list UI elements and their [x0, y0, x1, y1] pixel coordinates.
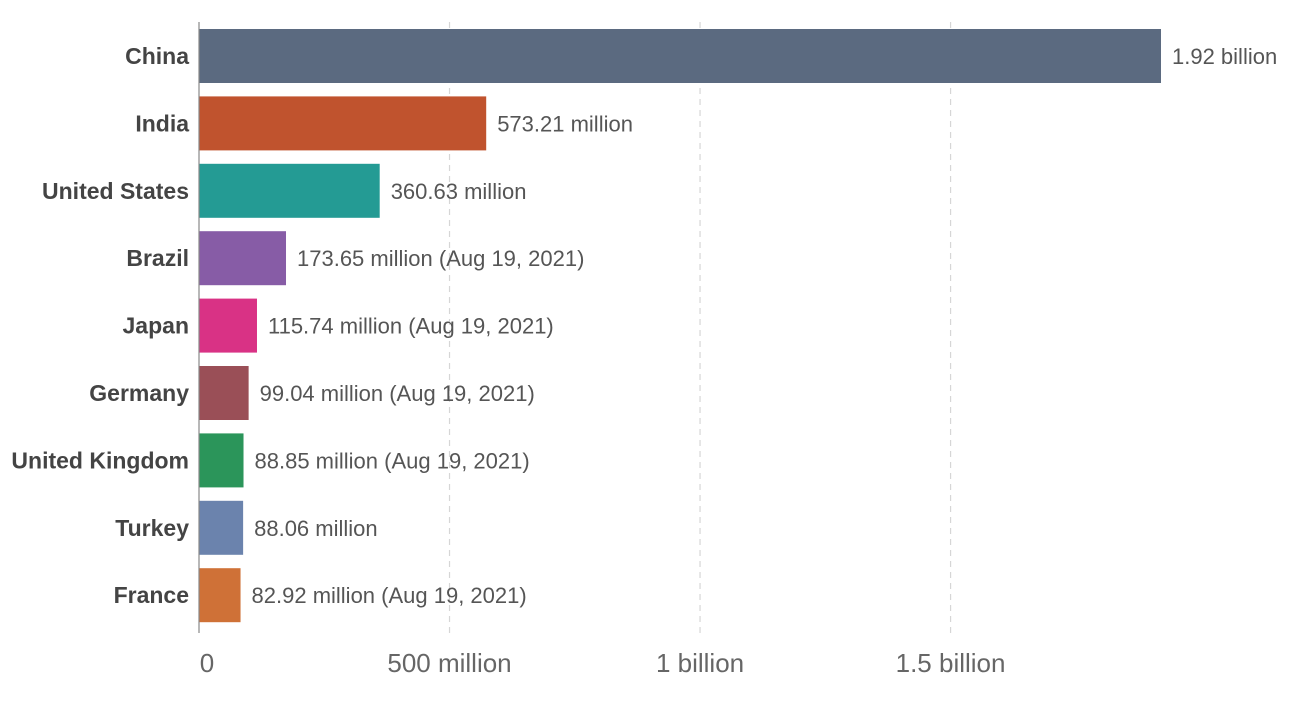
value-label-china: 1.92 billion [1172, 44, 1277, 69]
bar-germany [199, 366, 249, 420]
x-tick-label-2: 1 billion [656, 648, 744, 678]
bar-india [199, 96, 487, 151]
category-label-united-states: United States [42, 178, 189, 204]
x-axis-ticks: 0 500 million 1 billion 1.5 billion [200, 648, 1006, 678]
value-label-turkey: 88.06 million [254, 516, 378, 541]
bar-france [199, 568, 241, 623]
value-label-india: 573.21 million [497, 111, 633, 136]
value-label-japan: 115.74 million (Aug 19, 2021) [268, 314, 554, 339]
value-label-united-kingdom: 88.85 million (Aug 19, 2021) [255, 448, 530, 473]
bar-japan [199, 298, 257, 353]
x-tick-label-1: 500 million [387, 648, 511, 678]
bar-china [199, 29, 1161, 83]
bars [199, 29, 1161, 623]
bar-united-states [199, 163, 380, 218]
bar-united-kingdom [199, 433, 244, 488]
category-label-united-kingdom: United Kingdom [11, 447, 189, 473]
category-label-india: India [135, 110, 189, 136]
category-label-france: France [114, 582, 189, 608]
category-label-turkey: Turkey [115, 515, 189, 541]
x-tick-label-3: 1.5 billion [896, 648, 1006, 678]
x-tick-label-0: 0 [200, 648, 214, 678]
labels: China 1.92 billion India 573.21 million Unit… [11, 43, 1277, 608]
value-label-france: 82.92 million (Aug 19, 2021) [252, 583, 527, 608]
category-label-brazil: Brazil [126, 245, 189, 271]
value-label-united-states: 360.63 million [391, 179, 527, 204]
bar-brazil [199, 231, 287, 286]
value-label-germany: 99.04 million (Aug 19, 2021) [260, 381, 535, 406]
bar-turkey [199, 500, 244, 555]
category-label-germany: Germany [89, 380, 189, 406]
category-label-japan: Japan [123, 313, 189, 339]
category-label-china: China [125, 43, 189, 69]
value-label-brazil: 173.65 million (Aug 19, 2021) [297, 246, 584, 271]
